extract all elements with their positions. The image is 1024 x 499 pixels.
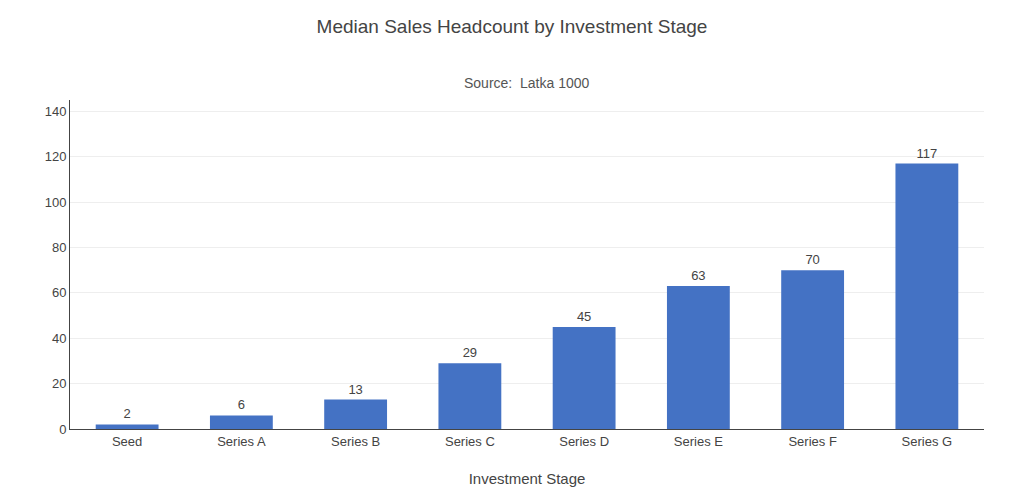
svg-text:117: 117	[917, 146, 938, 161]
svg-text:40: 40	[52, 331, 66, 346]
svg-text:Series D: Series D	[559, 434, 609, 449]
svg-text:100: 100	[45, 195, 67, 210]
svg-text:13: 13	[348, 382, 362, 397]
svg-text:140: 140	[45, 104, 67, 119]
svg-text:Series C: Series C	[445, 434, 495, 449]
svg-text:Series F: Series F	[788, 434, 836, 449]
svg-text:Series A: Series A	[217, 434, 266, 449]
svg-text:Series G: Series G	[902, 434, 953, 449]
svg-text:Series E: Series E	[674, 434, 723, 449]
svg-text:29: 29	[463, 345, 477, 360]
svg-text:70: 70	[805, 252, 819, 267]
svg-text:Source: Latka 1000: Source: Latka 1000	[464, 75, 590, 91]
svg-text:63: 63	[691, 268, 705, 283]
svg-text:Investment Stage: Investment Stage	[469, 470, 586, 487]
svg-text:45: 45	[577, 309, 591, 324]
svg-text:60: 60	[52, 285, 66, 300]
svg-text:6: 6	[238, 397, 245, 412]
svg-text:20: 20	[52, 376, 66, 391]
svg-text:Series B: Series B	[331, 434, 380, 449]
svg-text:Median Sales Headcount by Inve: Median Sales Headcount by Investment Sta…	[317, 16, 708, 37]
svg-text:2: 2	[124, 406, 131, 421]
svg-text:0: 0	[59, 422, 66, 437]
svg-text:120: 120	[45, 149, 67, 164]
svg-text:Seed: Seed	[112, 434, 142, 449]
svg-text:80: 80	[52, 240, 66, 255]
